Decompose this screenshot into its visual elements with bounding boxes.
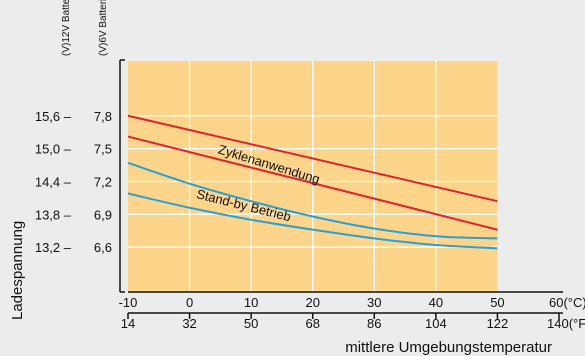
x-tick-label-celsius: 40 [429,295,443,310]
y-tick-label-12v: 13,8 – [35,207,72,222]
y-tick-label-6v: 6,6 [94,240,112,255]
x-axis-title: mittlere Umgebungstemperatur [345,339,552,356]
y-tick-label-6v: 7,8 [94,109,112,124]
series-line-blue-1 [127,161,498,240]
series-line-red-1 [127,114,498,203]
y-tick-label-6v: 7,2 [94,174,112,189]
x-tick-label-fahrenheit: 104 [425,316,447,331]
x-tick-label-celsius: 50 [490,295,504,310]
x-tick-label-fahrenheit: 68 [305,316,319,331]
y-tick-label-6v: 6,9 [94,207,112,222]
x-tick-label-celsius: 60(°C) [549,295,585,310]
series-line-red-2 [127,135,498,231]
x-tick-label-fahrenheit: 140(°F) [547,316,585,331]
x-tick-label-celsius: 30 [367,295,381,310]
x-tick-label-celsius: 20 [305,295,319,310]
x-tick-label-celsius: 0 [186,295,193,310]
x-tick-label-fahrenheit: 122 [487,316,509,331]
x-tick-label-fahrenheit: 14 [121,316,135,331]
x-tick-label-celsius: 10 [244,295,258,310]
y-axis-title: Ladespannung [9,221,26,320]
y-tick-label-12v: 13,2 – [35,240,72,255]
y-tick-label-12v: 14,4 – [35,174,72,189]
x-tick-label-fahrenheit: 50 [244,316,258,331]
x-tick-label-celsius: -10 [119,295,138,310]
x-tick-label-fahrenheit: 86 [367,316,381,331]
y-tick-label-12v: 15,6 – [35,109,72,124]
y-axis-title-12v: (V)12V Batterie [61,0,72,56]
series-line-blue-2 [127,192,498,250]
x-tick-label-fahrenheit: 32 [182,316,196,331]
y-axis-title-6v: (V)6V Batterie [98,0,109,56]
y-tick-label-6v: 7,5 [94,142,112,157]
y-tick-label-12v: 15,0 – [35,142,72,157]
